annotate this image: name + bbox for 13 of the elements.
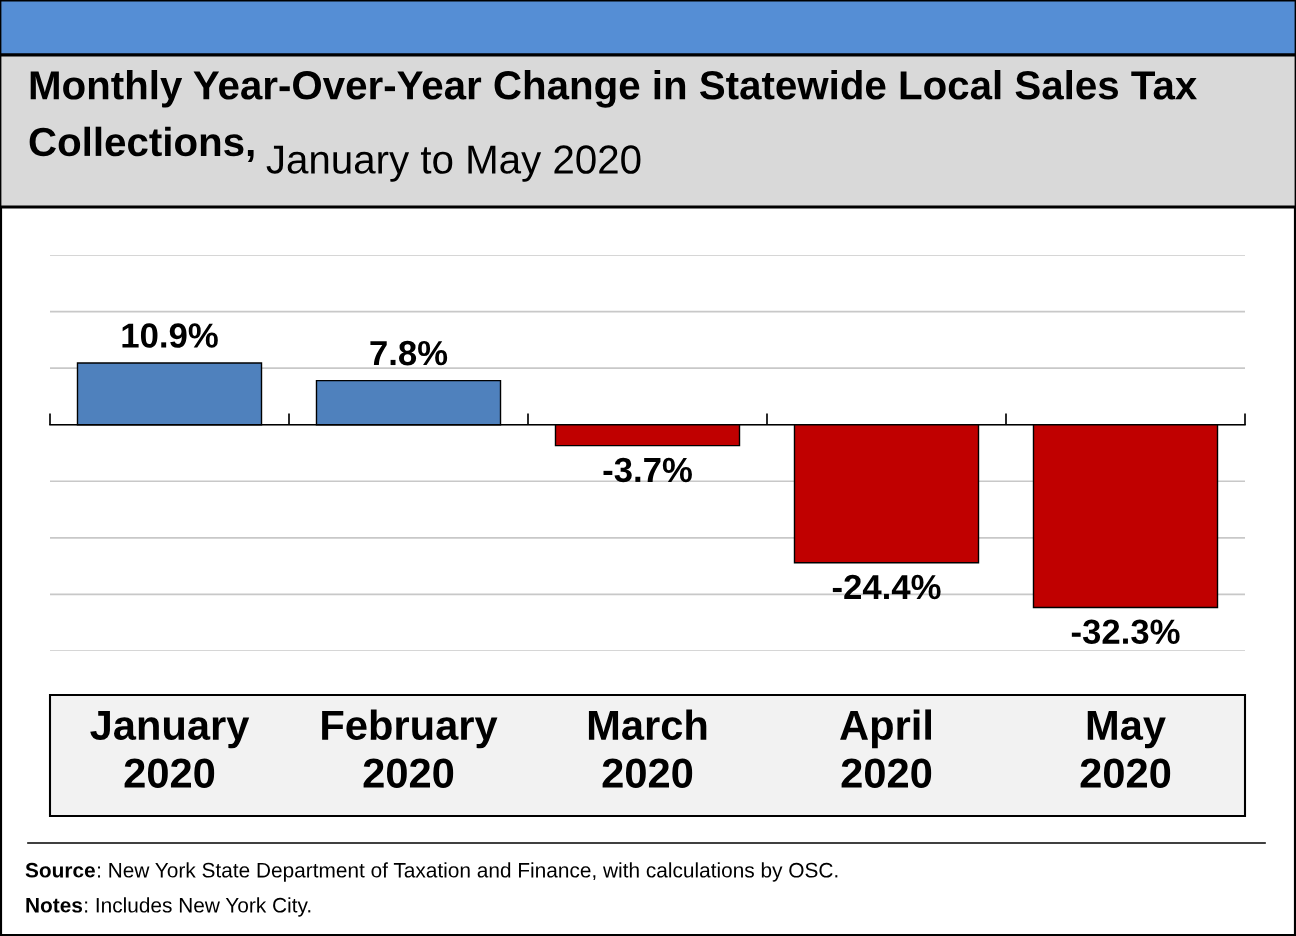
data-label: -3.7% (603, 457, 692, 483)
text: Notes: Includes New York City. (26, 897, 311, 917)
data-label: 10.9% (122, 323, 218, 348)
x-tick-label: April 2020 (840, 709, 932, 788)
chart-subtitle: January to May 2020 (266, 145, 641, 182)
data-label: -24.4% (832, 574, 941, 600)
source-note: Source: New York State Department of Taxation and Finance, with calculations by OSC. (25, 862, 838, 882)
x-tick-label: January 2020 (90, 710, 250, 788)
x-tick-label: February 2020 (322, 709, 498, 788)
data-label: 7.8% (370, 340, 448, 366)
data-label: -32.3% (1071, 619, 1180, 645)
x-tick-label: May 2020 (1080, 710, 1171, 788)
x-tick-label: March 2020 (588, 709, 707, 788)
